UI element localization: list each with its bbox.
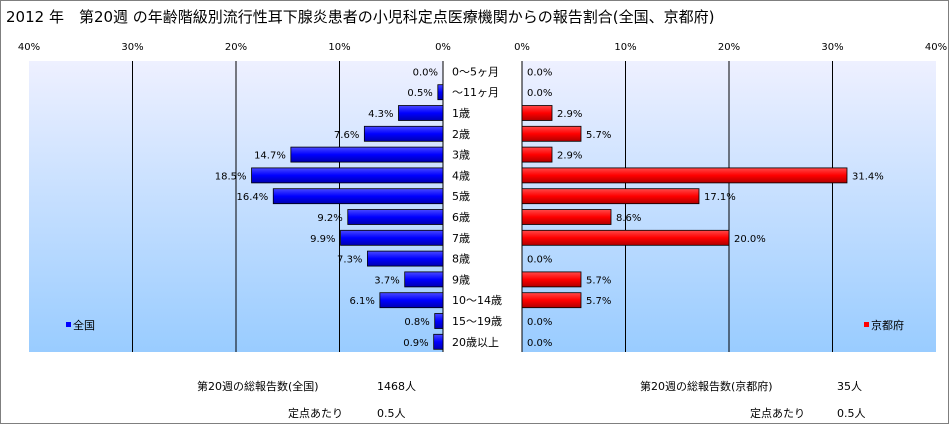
right-value-label: 31.4% — [852, 171, 884, 182]
left-value-label: 0.0% — [413, 67, 438, 78]
left-tick-label: 10% — [328, 42, 350, 53]
left-bar — [398, 105, 444, 121]
left-tick-label: 40% — [18, 42, 40, 53]
category-label: 2歳 — [452, 128, 470, 141]
left-bar — [437, 84, 444, 101]
left-value-label: 0.8% — [404, 317, 429, 328]
category-label: 8歳 — [452, 253, 470, 266]
left-bar — [363, 125, 444, 142]
category-label: 1歳 — [452, 107, 470, 120]
left-value-label: 7.6% — [334, 130, 359, 141]
left-bar — [379, 292, 444, 309]
right-bar — [521, 167, 848, 184]
category-label: 7歳 — [452, 232, 470, 245]
right-value-labels: 0.0% 0.0% 2.9% 5.7% 2.9% 31.4% 17.1% 8.6% 20.0% 0… — [527, 67, 884, 348]
kyoto-per-label: 定点あたり — [750, 407, 805, 420]
right-value-label: 8.6% — [616, 213, 641, 224]
right-bar — [521, 146, 553, 163]
right-bar — [521, 271, 582, 288]
left-value-label: 0.5% — [407, 88, 432, 99]
left-tick-label: 30% — [121, 42, 143, 53]
category-label: 9歳 — [452, 273, 470, 286]
national-total-value: 1468人 — [377, 380, 416, 393]
left-bar — [434, 313, 444, 329]
left-value-label: 16.4% — [236, 192, 268, 203]
right-bar — [521, 292, 582, 309]
right-value-label: 2.9% — [557, 109, 582, 120]
kyoto-total-label: 第20週の総報告数(京都府) — [640, 380, 773, 393]
kyoto-total-value: 35人 — [837, 380, 862, 393]
left-bar — [347, 209, 444, 225]
left-bar — [251, 167, 444, 184]
category-label: 3歳 — [452, 149, 470, 162]
category-label: 6歳 — [452, 211, 470, 224]
right-value-label: 20.0% — [734, 234, 766, 245]
national-per-value: 0.5人 — [377, 407, 406, 420]
kyoto-per-value: 0.5人 — [837, 407, 866, 420]
right-tick-label: 40% — [925, 42, 947, 53]
right-legend-label: 京都府 — [871, 318, 904, 332]
national-per-label: 定点あたり — [288, 407, 343, 420]
right-bar — [521, 209, 612, 225]
right-bars — [521, 105, 848, 309]
left-tick-label: 20% — [225, 42, 247, 53]
right-bar — [521, 105, 553, 121]
right-tick-labels: 0% 10% 20% 30% 40% — [514, 42, 947, 53]
left-value-label: 9.9% — [310, 234, 335, 245]
left-bars — [251, 84, 444, 350]
right-legend: 京都府 — [864, 318, 904, 332]
right-value-label: 5.7% — [586, 296, 611, 307]
right-value-label: 0.0% — [527, 338, 552, 349]
left-value-label: 0.9% — [403, 338, 428, 349]
national-total-label: 第20週の総報告数(全国) — [197, 380, 319, 393]
category-label: ～11ヶ月 — [452, 86, 499, 99]
left-value-label: 9.2% — [317, 213, 342, 224]
chart-title: 2012 年 第20週 の年齢階級別流行性耳下腺炎患者の小児科定点医療機関からの… — [6, 8, 715, 26]
right-value-label: 2.9% — [557, 151, 582, 162]
left-tick-labels: 40% 30% 20% 10% 0% — [18, 42, 451, 53]
left-legend-label: 全国 — [73, 318, 95, 332]
category-labels: 0～5ヶ月 ～11ヶ月 1歳 2歳 3歳 4歳 5歳 6歳 7歳 8歳 9歳 10～14歳 15～19歳… — [452, 65, 502, 348]
category-label: 5歳 — [452, 190, 470, 203]
right-value-label: 5.7% — [586, 130, 611, 141]
left-legend-swatch — [66, 322, 71, 327]
right-bar — [521, 188, 700, 205]
right-tick-label: 20% — [718, 42, 740, 53]
right-bar — [521, 229, 730, 246]
right-tick-label: 30% — [821, 42, 843, 53]
left-gridlines — [132, 61, 444, 352]
category-label: 15～19歳 — [452, 315, 502, 328]
right-value-label: 0.0% — [527, 67, 552, 78]
left-bar — [272, 188, 444, 205]
right-legend-swatch — [864, 322, 869, 327]
left-bar — [367, 250, 444, 267]
category-label: 20歳以上 — [452, 336, 499, 349]
left-value-label: 7.3% — [337, 255, 362, 266]
category-label: 10～14歳 — [452, 294, 502, 307]
left-value-label: 14.7% — [254, 151, 286, 162]
right-value-label: 0.0% — [527, 317, 552, 328]
left-legend: 全国 — [66, 318, 95, 332]
left-value-label: 4.3% — [368, 109, 393, 120]
right-tick-label: 10% — [614, 42, 636, 53]
right-bar — [521, 125, 582, 142]
left-bar — [340, 229, 444, 246]
left-value-labels: 0.0% 0.5% 4.3% 7.6% 14.7% 18.5% 16.4% 9.2% 9.9%7… — [215, 67, 438, 348]
right-value-label: 0.0% — [527, 255, 552, 266]
left-value-label: 3.7% — [374, 275, 399, 286]
left-tick-label: 0% — [435, 42, 451, 53]
left-bar — [433, 333, 444, 350]
left-bar — [290, 146, 444, 163]
right-tick-label: 0% — [514, 42, 530, 53]
category-label: 0～5ヶ月 — [452, 65, 499, 78]
left-value-label: 18.5% — [215, 171, 247, 182]
right-value-label: 5.7% — [586, 275, 611, 286]
right-value-label: 17.1% — [704, 192, 736, 203]
left-bar — [404, 271, 444, 288]
left-value-label: 6.1% — [349, 296, 374, 307]
category-label: 4歳 — [452, 169, 470, 182]
right-value-label: 0.0% — [527, 88, 552, 99]
